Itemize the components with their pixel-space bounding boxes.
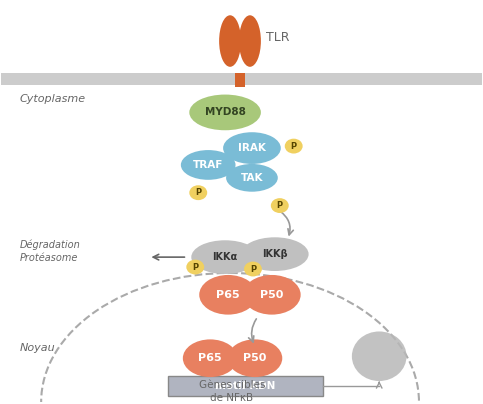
Text: P65: P65 (216, 290, 240, 300)
Text: P: P (250, 265, 256, 274)
Ellipse shape (219, 15, 241, 67)
Ellipse shape (189, 95, 261, 130)
Text: P: P (277, 201, 283, 210)
Text: P: P (195, 188, 201, 197)
Bar (1, 73, 482, 85)
Text: TLR: TLR (266, 31, 289, 44)
Ellipse shape (227, 339, 282, 377)
Ellipse shape (183, 339, 238, 377)
Text: P50: P50 (243, 353, 267, 363)
Bar (235, 73, 245, 86)
Ellipse shape (241, 237, 309, 271)
Ellipse shape (271, 198, 289, 213)
Ellipse shape (191, 240, 259, 274)
Text: IRAK: IRAK (238, 143, 266, 153)
Ellipse shape (243, 275, 300, 315)
Ellipse shape (352, 331, 407, 381)
Text: Gènes cibles
de NFκB: Gènes cibles de NFκB (199, 380, 265, 403)
FancyBboxPatch shape (169, 376, 323, 396)
Ellipse shape (199, 275, 257, 315)
Ellipse shape (285, 139, 303, 154)
Text: IKKα: IKKα (213, 252, 238, 262)
Text: MYD88: MYD88 (205, 107, 245, 118)
Ellipse shape (181, 150, 236, 180)
Ellipse shape (186, 260, 204, 274)
Text: P65: P65 (199, 353, 222, 363)
Text: Noyau: Noyau (19, 343, 55, 354)
Ellipse shape (226, 164, 278, 192)
Text: Dégradation
Protéasome: Dégradation Protéasome (19, 239, 80, 263)
Text: P: P (192, 263, 199, 271)
Text: motif ADN: motif ADN (215, 381, 276, 391)
Text: Cytoplasme: Cytoplasme (19, 94, 85, 103)
Text: TRAF: TRAF (193, 160, 223, 170)
Text: P50: P50 (260, 290, 284, 300)
Ellipse shape (239, 15, 261, 67)
Text: TAK: TAK (241, 173, 263, 183)
Text: IKKβ: IKKβ (262, 249, 287, 259)
Ellipse shape (223, 132, 281, 164)
Ellipse shape (189, 185, 207, 200)
Ellipse shape (244, 261, 262, 276)
Text: P: P (291, 142, 297, 151)
